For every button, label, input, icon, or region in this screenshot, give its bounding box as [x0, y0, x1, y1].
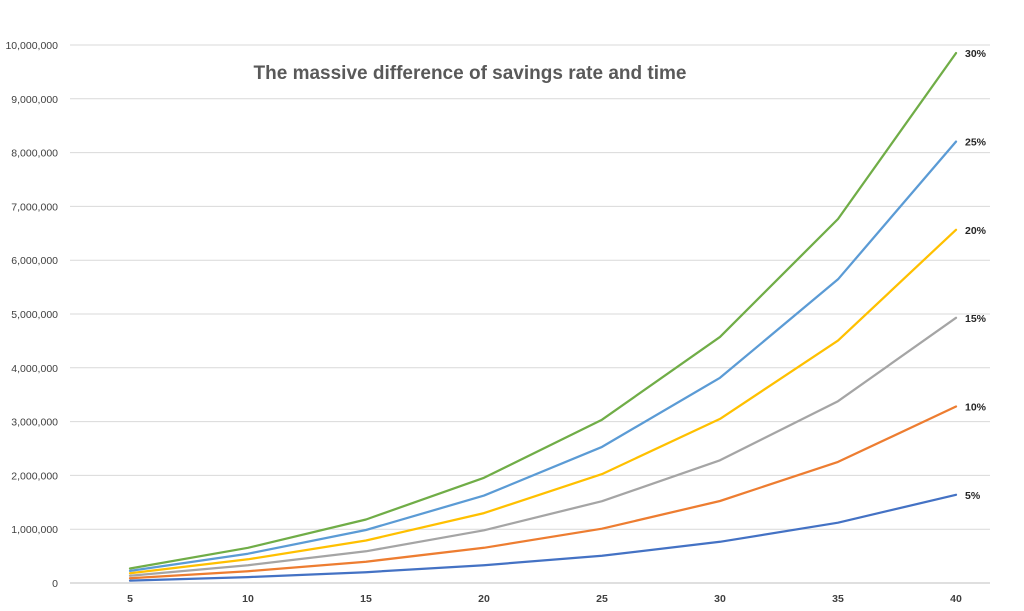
series-line: [128, 493, 958, 582]
series-label: 20%: [965, 225, 987, 237]
x-tick-label: 5: [127, 593, 133, 605]
y-tick-label: 4,000,000: [11, 363, 58, 375]
gridlines: [70, 44, 990, 584]
series-line: [128, 228, 958, 575]
y-tick-label: 3,000,000: [11, 417, 58, 429]
series-end-labels: 5% 10% 15% 20% 25% 30%: [965, 48, 987, 502]
x-tick-label: 15: [360, 593, 372, 605]
series-line: [128, 140, 958, 573]
y-tick-label: 9,000,000: [11, 94, 58, 106]
x-axis-tick-labels: 5 10 15 20 25 30 35 40: [127, 593, 962, 605]
series-line: [128, 316, 958, 577]
series-label: 10%: [965, 402, 987, 414]
series-line: [128, 51, 958, 570]
y-tick-label: 0: [52, 578, 58, 590]
chart-title: The massive difference of savings rate a…: [254, 63, 687, 84]
series-label: 15%: [965, 313, 987, 325]
x-tick-label: 10: [242, 593, 254, 605]
y-tick-label: 2,000,000: [11, 470, 58, 482]
y-axis-tick-labels: 0 1,000,000 2,000,000 3,000,000 4,000,000 5,0…: [5, 40, 58, 590]
x-tick-label: 35: [832, 593, 844, 605]
series-line: [128, 405, 958, 580]
x-tick-label: 25: [596, 593, 608, 605]
series-label: 30%: [965, 48, 987, 60]
series-label: 5%: [965, 490, 981, 502]
series-label: 25%: [965, 137, 987, 149]
x-tick-label: 20: [478, 593, 490, 605]
y-tick-label: 7,000,000: [11, 201, 58, 213]
series-lines: [128, 51, 958, 582]
y-tick-label: 10,000,000: [5, 40, 58, 52]
y-tick-label: 1,000,000: [11, 524, 58, 536]
x-tick-label: 40: [950, 593, 962, 605]
y-tick-label: 6,000,000: [11, 255, 58, 267]
y-tick-label: 5,000,000: [11, 309, 58, 321]
x-tick-label: 30: [714, 593, 726, 605]
y-tick-label: 8,000,000: [11, 148, 58, 160]
